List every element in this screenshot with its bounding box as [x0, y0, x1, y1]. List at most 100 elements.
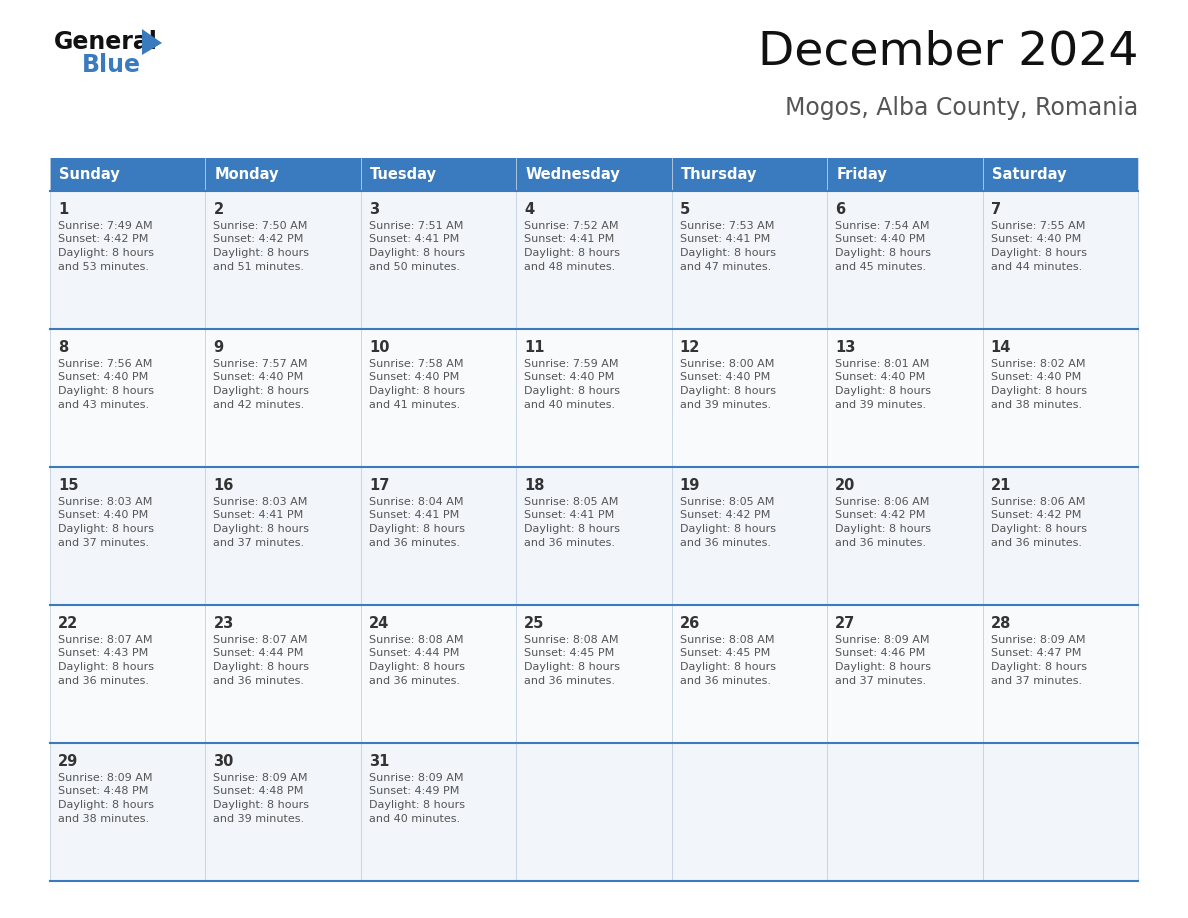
Text: Daylight: 8 hours: Daylight: 8 hours [368, 800, 465, 810]
Text: Daylight: 8 hours: Daylight: 8 hours [835, 248, 931, 258]
Text: and 47 minutes.: and 47 minutes. [680, 262, 771, 272]
Text: and 37 minutes.: and 37 minutes. [991, 676, 1082, 686]
Text: Daylight: 8 hours: Daylight: 8 hours [58, 248, 154, 258]
Text: Sunrise: 8:06 AM: Sunrise: 8:06 AM [991, 497, 1085, 507]
Bar [50, 329, 1138, 467]
Text: Sunset: 4:48 PM: Sunset: 4:48 PM [58, 787, 148, 797]
Text: and 42 minutes.: and 42 minutes. [214, 399, 304, 409]
Text: Sunset: 4:42 PM: Sunset: 4:42 PM [680, 510, 770, 521]
Text: Sunrise: 8:07 AM: Sunrise: 8:07 AM [58, 635, 152, 645]
Text: and 37 minutes.: and 37 minutes. [214, 538, 304, 547]
Text: Sunset: 4:41 PM: Sunset: 4:41 PM [524, 234, 614, 244]
Text: Sunrise: 7:49 AM: Sunrise: 7:49 AM [58, 221, 152, 231]
Text: Friday: Friday [836, 167, 887, 182]
Text: Wednesday: Wednesday [525, 167, 620, 182]
Text: Sunset: 4:40 PM: Sunset: 4:40 PM [214, 373, 304, 383]
Text: Sunrise: 7:55 AM: Sunrise: 7:55 AM [991, 221, 1085, 231]
Text: 26: 26 [680, 616, 700, 631]
Text: and 50 minutes.: and 50 minutes. [368, 262, 460, 272]
Text: Sunrise: 8:01 AM: Sunrise: 8:01 AM [835, 359, 929, 369]
Text: Sunset: 4:40 PM: Sunset: 4:40 PM [368, 373, 459, 383]
Bar [50, 158, 1138, 191]
Text: Sunrise: 7:58 AM: Sunrise: 7:58 AM [368, 359, 463, 369]
Text: 1: 1 [58, 202, 68, 217]
Text: Sunrise: 7:54 AM: Sunrise: 7:54 AM [835, 221, 930, 231]
Text: Daylight: 8 hours: Daylight: 8 hours [368, 524, 465, 534]
Text: and 36 minutes.: and 36 minutes. [680, 676, 771, 686]
Text: Daylight: 8 hours: Daylight: 8 hours [524, 662, 620, 672]
Text: Sunset: 4:46 PM: Sunset: 4:46 PM [835, 648, 925, 658]
Text: Sunset: 4:48 PM: Sunset: 4:48 PM [214, 787, 304, 797]
Text: Daylight: 8 hours: Daylight: 8 hours [214, 248, 309, 258]
Text: 18: 18 [524, 478, 545, 493]
Text: Daylight: 8 hours: Daylight: 8 hours [680, 662, 776, 672]
Text: Daylight: 8 hours: Daylight: 8 hours [835, 386, 931, 396]
Text: 9: 9 [214, 340, 223, 355]
Text: and 36 minutes.: and 36 minutes. [835, 538, 927, 547]
Text: Sunrise: 8:03 AM: Sunrise: 8:03 AM [214, 497, 308, 507]
Text: Daylight: 8 hours: Daylight: 8 hours [58, 386, 154, 396]
Text: and 36 minutes.: and 36 minutes. [214, 676, 304, 686]
Text: and 40 minutes.: and 40 minutes. [524, 399, 615, 409]
Text: 19: 19 [680, 478, 700, 493]
Text: General: General [53, 30, 158, 54]
Text: Sunset: 4:41 PM: Sunset: 4:41 PM [524, 510, 614, 521]
Text: Sunrise: 7:56 AM: Sunrise: 7:56 AM [58, 359, 152, 369]
Text: 14: 14 [991, 340, 1011, 355]
Text: 11: 11 [524, 340, 545, 355]
Text: and 51 minutes.: and 51 minutes. [214, 262, 304, 272]
Text: 31: 31 [368, 754, 390, 769]
Text: Sunrise: 8:05 AM: Sunrise: 8:05 AM [680, 497, 775, 507]
Bar [50, 191, 1138, 329]
Text: Daylight: 8 hours: Daylight: 8 hours [58, 800, 154, 810]
Text: 8: 8 [58, 340, 68, 355]
Text: Sunrise: 8:09 AM: Sunrise: 8:09 AM [214, 773, 308, 783]
Text: Daylight: 8 hours: Daylight: 8 hours [58, 524, 154, 534]
Text: 6: 6 [835, 202, 846, 217]
Bar [50, 467, 1138, 605]
Text: Daylight: 8 hours: Daylight: 8 hours [214, 662, 309, 672]
Text: 2: 2 [214, 202, 223, 217]
Text: and 36 minutes.: and 36 minutes. [58, 676, 148, 686]
Text: Sunrise: 8:09 AM: Sunrise: 8:09 AM [368, 773, 463, 783]
Text: Sunrise: 7:53 AM: Sunrise: 7:53 AM [680, 221, 775, 231]
Text: Daylight: 8 hours: Daylight: 8 hours [835, 662, 931, 672]
Text: Sunrise: 8:08 AM: Sunrise: 8:08 AM [524, 635, 619, 645]
Text: 28: 28 [991, 616, 1011, 631]
Text: 7: 7 [991, 202, 1000, 217]
Text: Daylight: 8 hours: Daylight: 8 hours [835, 524, 931, 534]
Text: Sunset: 4:40 PM: Sunset: 4:40 PM [58, 373, 148, 383]
Text: and 39 minutes.: and 39 minutes. [680, 399, 771, 409]
Polygon shape [143, 29, 162, 55]
Text: Monday: Monday [214, 167, 279, 182]
Text: Sunset: 4:42 PM: Sunset: 4:42 PM [214, 234, 304, 244]
Text: and 36 minutes.: and 36 minutes. [680, 538, 771, 547]
Text: and 36 minutes.: and 36 minutes. [368, 676, 460, 686]
Text: and 37 minutes.: and 37 minutes. [58, 538, 150, 547]
Text: and 36 minutes.: and 36 minutes. [368, 538, 460, 547]
Text: Sunset: 4:40 PM: Sunset: 4:40 PM [58, 510, 148, 521]
Text: Sunset: 4:40 PM: Sunset: 4:40 PM [991, 373, 1081, 383]
Text: Sunset: 4:41 PM: Sunset: 4:41 PM [368, 234, 459, 244]
Text: Sunrise: 7:50 AM: Sunrise: 7:50 AM [214, 221, 308, 231]
Text: Daylight: 8 hours: Daylight: 8 hours [368, 662, 465, 672]
Text: Daylight: 8 hours: Daylight: 8 hours [214, 386, 309, 396]
Text: 16: 16 [214, 478, 234, 493]
Text: Sunrise: 8:09 AM: Sunrise: 8:09 AM [835, 635, 930, 645]
Text: and 36 minutes.: and 36 minutes. [991, 538, 1081, 547]
Text: December 2024: December 2024 [758, 29, 1138, 74]
Text: and 40 minutes.: and 40 minutes. [368, 813, 460, 823]
Text: 5: 5 [680, 202, 690, 217]
Text: Sunrise: 8:04 AM: Sunrise: 8:04 AM [368, 497, 463, 507]
Text: Sunset: 4:42 PM: Sunset: 4:42 PM [58, 234, 148, 244]
Text: Mogos, Alba County, Romania: Mogos, Alba County, Romania [785, 96, 1138, 120]
Text: Daylight: 8 hours: Daylight: 8 hours [368, 248, 465, 258]
Text: Sunset: 4:44 PM: Sunset: 4:44 PM [368, 648, 460, 658]
Bar [50, 743, 1138, 881]
Text: and 36 minutes.: and 36 minutes. [524, 538, 615, 547]
Text: Sunset: 4:40 PM: Sunset: 4:40 PM [835, 373, 925, 383]
Text: Sunset: 4:42 PM: Sunset: 4:42 PM [991, 510, 1081, 521]
Text: 12: 12 [680, 340, 700, 355]
Text: and 38 minutes.: and 38 minutes. [58, 813, 150, 823]
Text: Sunrise: 8:08 AM: Sunrise: 8:08 AM [368, 635, 463, 645]
